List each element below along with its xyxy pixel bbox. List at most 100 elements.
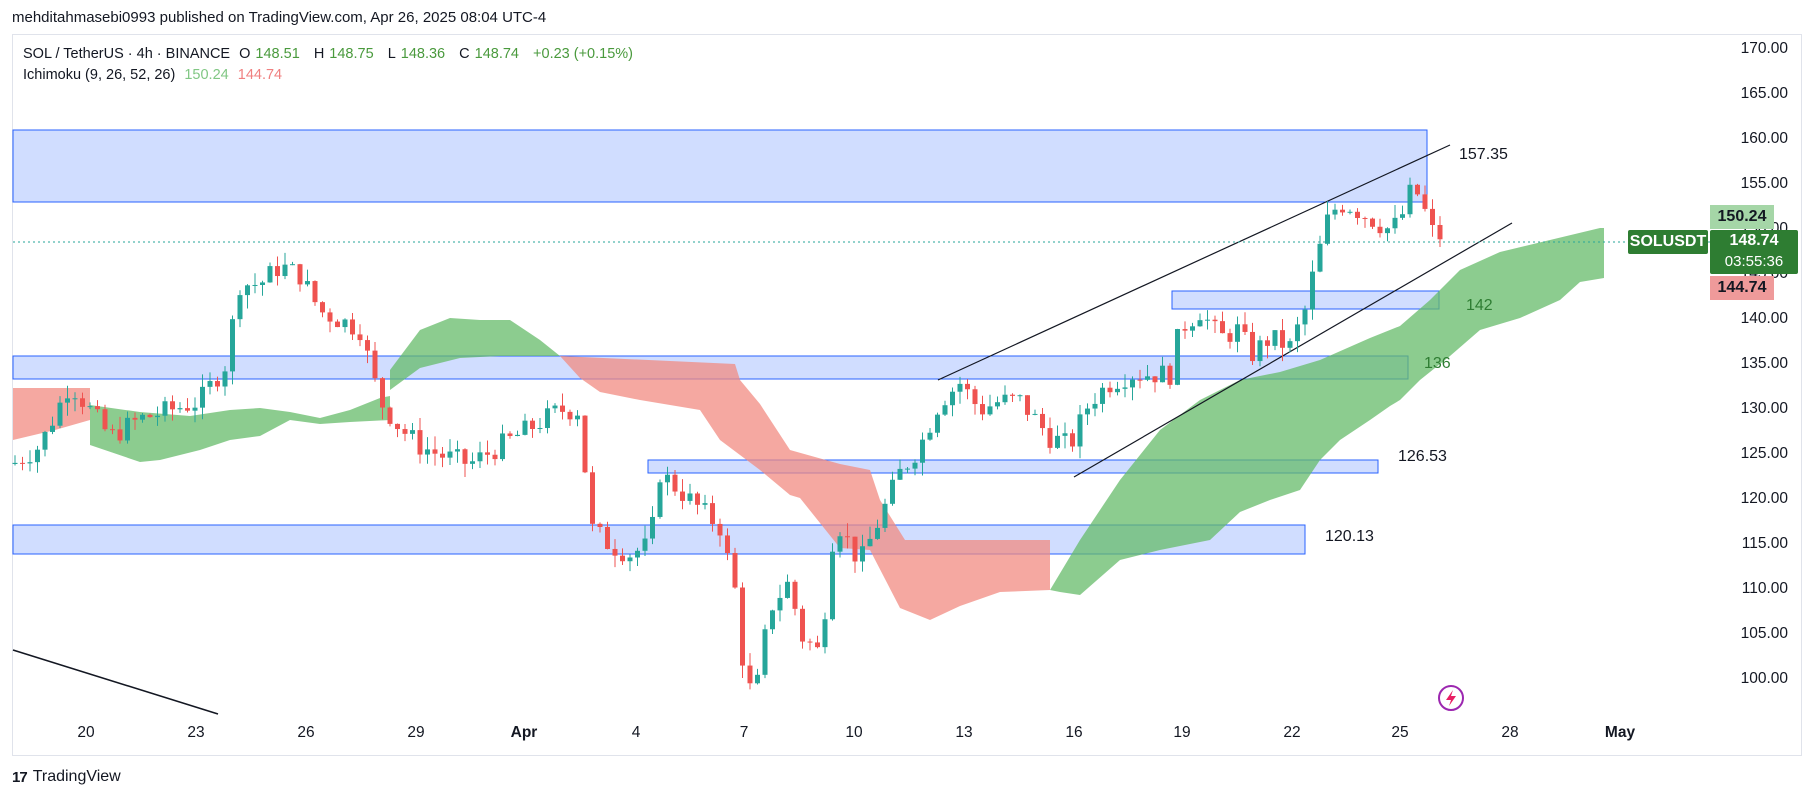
x-tick: 7	[739, 724, 749, 741]
candle-body	[530, 420, 535, 429]
lightning-icon[interactable]	[1438, 685, 1464, 711]
candle-body	[87, 406, 93, 408]
candle-body	[1055, 435, 1060, 448]
candle-body	[57, 402, 63, 426]
x-tick: 4	[631, 724, 641, 741]
candle-body	[710, 503, 715, 524]
candle-body	[260, 282, 265, 285]
candle-body	[627, 557, 633, 562]
x-tick: 25	[1391, 724, 1409, 741]
candle-body	[582, 415, 588, 473]
candle-body	[1047, 428, 1053, 448]
y-tick: 130.00	[1740, 400, 1788, 417]
candle-body	[425, 449, 430, 455]
indicator-label[interactable]: Ichimoku (9, 26, 52, 26)	[23, 67, 176, 83]
x-tick: 22	[1283, 724, 1301, 741]
chart-frame	[12, 34, 1802, 756]
candle-body	[380, 378, 385, 408]
candle-body	[1182, 329, 1188, 331]
candles	[12, 177, 1443, 690]
candle-body	[1250, 331, 1255, 362]
candle-body	[747, 665, 753, 684]
tradingview-logo[interactable]: 17 TradingView	[12, 768, 121, 786]
candle-body	[1385, 228, 1390, 234]
attribution: mehditahmasebi0993 published on TradingV…	[12, 9, 547, 26]
symbol-tag[interactable]: SOLUSDT	[1628, 230, 1708, 254]
last-price-tag: 148.74 03:55:36	[1710, 230, 1798, 274]
candle-body	[1062, 433, 1068, 436]
candle-body	[1197, 320, 1203, 327]
candle-body	[882, 503, 888, 528]
symbol-label[interactable]: SOL / TetherUS · 4h · BINANCE	[23, 46, 231, 62]
candle-body	[1302, 309, 1308, 325]
candle-body	[552, 405, 558, 409]
candle-body	[905, 468, 910, 470]
candle-body	[860, 546, 865, 562]
cloud-bull-2	[390, 318, 560, 390]
candle-body	[1227, 333, 1233, 342]
candle-body	[1092, 403, 1098, 409]
candle-body	[1070, 433, 1075, 447]
candle-body	[1325, 214, 1330, 244]
candle-body	[1257, 340, 1263, 362]
channel-upper-line	[937, 144, 1451, 381]
candle-body	[110, 429, 115, 431]
y-tick: 105.00	[1740, 625, 1788, 642]
candle-body	[147, 414, 153, 418]
candle-body	[470, 461, 475, 464]
candle-body	[1040, 413, 1045, 429]
y-tick: 140.00	[1740, 310, 1788, 327]
candle-body	[732, 553, 738, 588]
level-label-120: 120.13	[1325, 528, 1374, 545]
candle-body	[575, 415, 580, 420]
candle-body	[815, 642, 820, 648]
candle-body	[1422, 194, 1428, 209]
x-tick: Apr	[510, 724, 538, 741]
candle-body	[447, 451, 453, 458]
candle-body	[1347, 211, 1353, 213]
candle-body	[162, 401, 168, 416]
candle-body	[1205, 319, 1210, 321]
candle-body	[12, 462, 18, 464]
candle-body	[177, 408, 183, 410]
candle-body	[275, 266, 280, 277]
candle-body	[485, 452, 490, 455]
candle-body	[402, 429, 408, 434]
candle-body	[1340, 209, 1345, 213]
candle-body	[1190, 326, 1195, 331]
candle-body	[387, 407, 393, 424]
candle-body	[657, 482, 663, 517]
candle-body	[785, 581, 790, 598]
candle-body	[927, 432, 933, 440]
candle-body	[222, 371, 228, 387]
candle-body	[935, 414, 940, 433]
change-value: +0.23 (+0.15%)	[533, 46, 633, 62]
candle-body	[920, 439, 925, 463]
candle-body	[762, 629, 768, 675]
tv-logo-icon: 17	[12, 768, 28, 786]
candle-body	[687, 493, 693, 501]
y-tick: 160.00	[1740, 130, 1788, 147]
cloud-bull-3	[1050, 228, 1604, 595]
candle-body	[897, 468, 903, 480]
candle-body	[455, 449, 460, 452]
candle-body	[1130, 379, 1135, 388]
candle-body	[80, 398, 85, 407]
candle-body	[1415, 184, 1420, 195]
candle-body	[545, 408, 550, 429]
x-tick: 19	[1173, 724, 1191, 741]
x-tick: 29	[407, 724, 425, 741]
candle-body	[620, 555, 625, 562]
candle-body	[867, 538, 873, 547]
candle-body	[560, 405, 565, 412]
candle-body	[1407, 184, 1413, 215]
candle-body	[1317, 243, 1323, 272]
candle-body	[957, 383, 963, 392]
candle-body	[852, 536, 858, 562]
candle-body	[305, 281, 310, 285]
candle-body	[1235, 324, 1240, 342]
level-label-142: 142	[1466, 297, 1493, 314]
candle-body	[1025, 395, 1030, 415]
candle-body	[72, 398, 78, 400]
